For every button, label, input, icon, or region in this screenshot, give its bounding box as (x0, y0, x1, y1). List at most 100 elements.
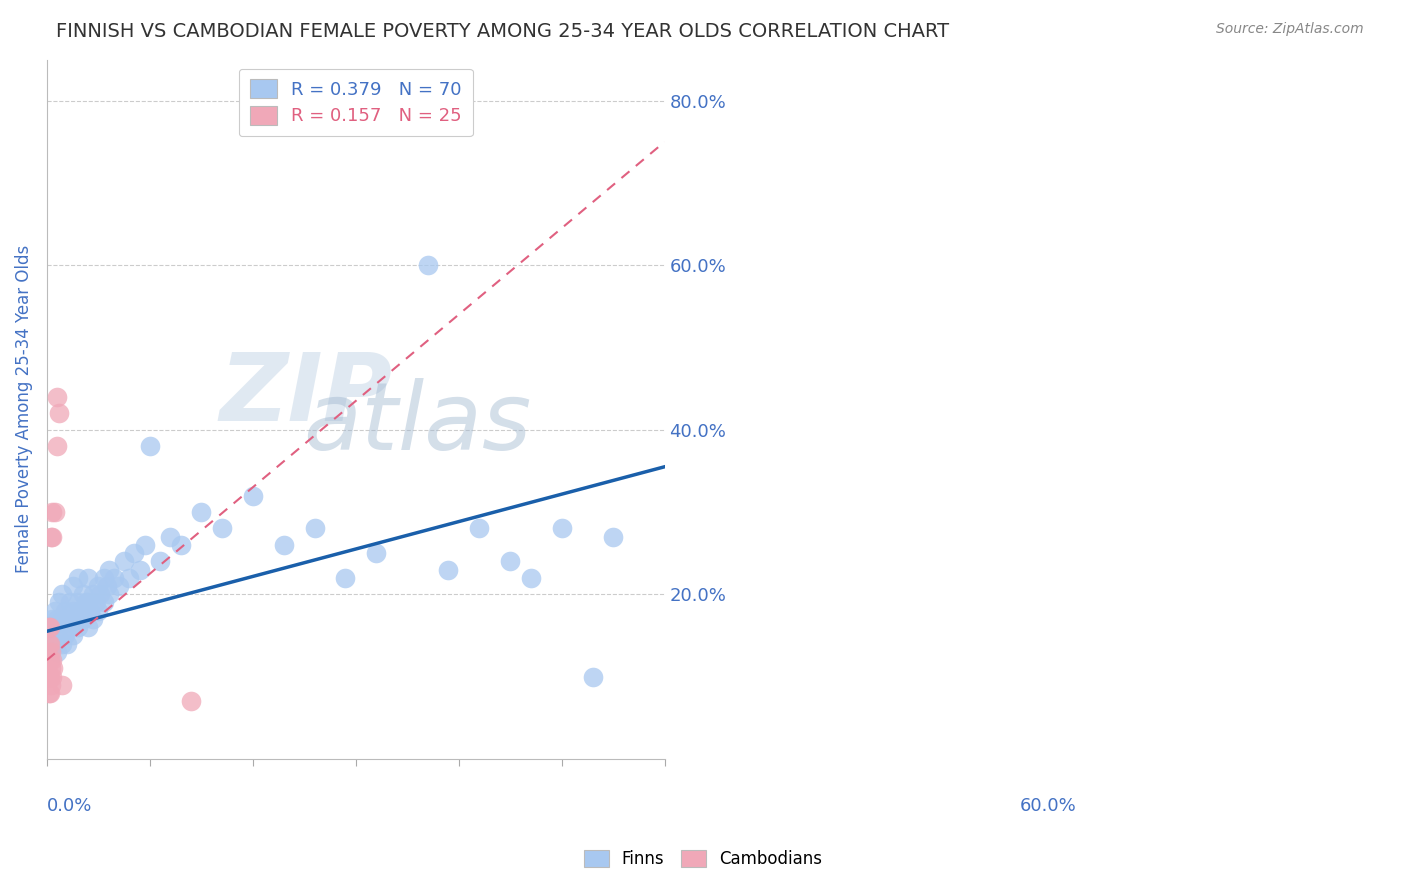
Text: atlas: atlas (304, 377, 531, 468)
Point (335, 571, 357, 585)
Point (39, 645, 62, 659)
Point (89, 587, 111, 601)
Text: 60.0%: 60.0% (1019, 797, 1077, 815)
Point (48, 620, 70, 634)
Point (46, 628, 69, 642)
Point (97, 587, 120, 601)
Point (51, 637, 73, 651)
Point (499, 554, 522, 568)
Point (51, 587, 73, 601)
Point (103, 571, 125, 585)
Point (581, 669, 603, 683)
Point (93, 595, 115, 609)
Point (82, 612, 104, 626)
Point (211, 521, 233, 535)
Point (39, 637, 62, 651)
Point (55, 604, 77, 618)
Point (41, 669, 63, 683)
Point (149, 554, 172, 568)
Point (416, 258, 439, 272)
Point (46, 612, 69, 626)
Point (82, 587, 104, 601)
Point (58, 620, 80, 634)
Point (97, 563, 120, 577)
Point (468, 521, 491, 535)
Point (44, 637, 66, 651)
Point (77, 595, 100, 609)
Text: ZIP: ZIP (219, 349, 392, 442)
Legend: R = 0.379   N = 70, R = 0.157   N = 25: R = 0.379 N = 70, R = 0.157 N = 25 (239, 69, 472, 136)
Point (124, 546, 146, 560)
Point (75, 595, 97, 609)
Point (62, 604, 84, 618)
Point (87, 604, 110, 618)
Point (39, 669, 62, 683)
Point (51, 612, 73, 626)
Point (66, 595, 89, 609)
Point (180, 694, 202, 708)
Point (46, 645, 69, 659)
Point (273, 538, 295, 552)
Point (128, 563, 150, 577)
Point (62, 628, 84, 642)
Point (58, 595, 80, 609)
Point (46, 439, 69, 453)
Point (84, 595, 107, 609)
Point (366, 546, 388, 560)
Point (48, 595, 70, 609)
Text: Source: ZipAtlas.com: Source: ZipAtlas.com (1216, 22, 1364, 37)
Point (87, 579, 110, 593)
Point (41, 612, 63, 626)
Point (139, 439, 162, 453)
Point (41, 505, 63, 519)
Y-axis label: Female Poverty Among 25-34 Year Olds: Female Poverty Among 25-34 Year Olds (15, 245, 32, 574)
Point (39, 686, 62, 700)
Point (51, 678, 73, 692)
Point (44, 604, 66, 618)
Point (38, 686, 60, 700)
Point (41, 620, 63, 634)
Point (39, 678, 62, 692)
Point (72, 612, 94, 626)
Point (41, 530, 63, 544)
Point (46, 390, 69, 404)
Point (38, 669, 60, 683)
Point (170, 538, 193, 552)
Point (118, 571, 141, 585)
Point (56, 612, 79, 626)
Text: 0.0%: 0.0% (46, 797, 93, 815)
Point (550, 521, 572, 535)
Point (41, 653, 63, 667)
Point (38, 620, 60, 634)
Point (38, 653, 60, 667)
Point (304, 521, 326, 535)
Point (66, 571, 89, 585)
Point (39, 620, 62, 634)
Point (77, 620, 100, 634)
Point (48, 406, 70, 420)
Point (39, 653, 62, 667)
Point (79, 604, 101, 618)
Point (519, 571, 541, 585)
Point (62, 579, 84, 593)
Point (56, 637, 79, 651)
Point (190, 505, 212, 519)
Point (55, 628, 77, 642)
Point (38, 637, 60, 651)
Point (44, 505, 66, 519)
Point (437, 563, 460, 577)
Point (72, 587, 94, 601)
Point (242, 489, 264, 503)
Point (65, 612, 87, 626)
Point (42, 661, 65, 675)
Point (108, 579, 131, 593)
Text: FINNISH VS CAMBODIAN FEMALE POVERTY AMONG 25-34 YEAR OLDS CORRELATION CHART: FINNISH VS CAMBODIAN FEMALE POVERTY AMON… (56, 22, 949, 41)
Point (66, 620, 89, 634)
Point (602, 530, 624, 544)
Point (134, 538, 156, 552)
Point (159, 530, 181, 544)
Legend: Finns, Cambodians: Finns, Cambodians (576, 843, 830, 875)
Point (69, 604, 91, 618)
Point (96, 579, 118, 593)
Point (77, 571, 100, 585)
